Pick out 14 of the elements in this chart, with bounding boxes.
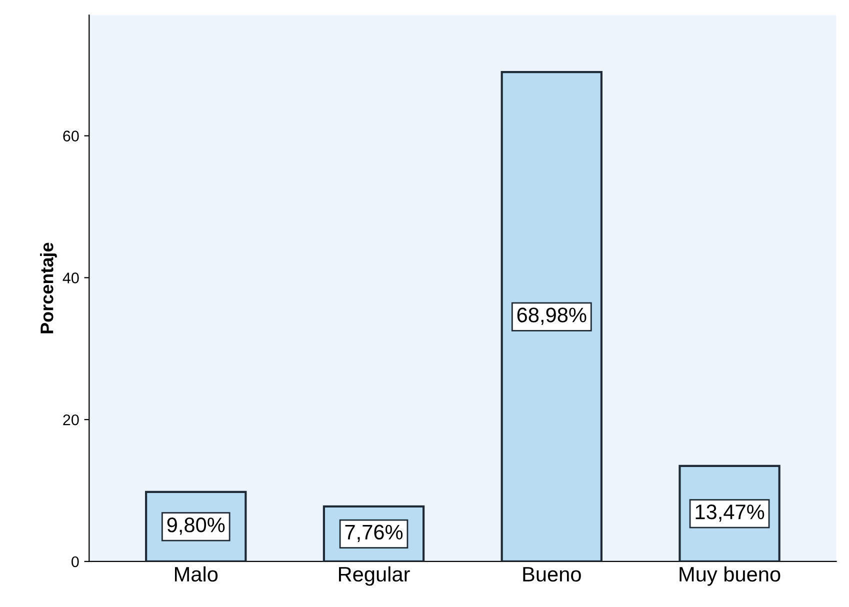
bar <box>500 71 602 562</box>
data-label: 7,76% <box>345 524 403 542</box>
x-tick-label: Muy bueno <box>680 566 780 586</box>
data-label: 9,80% <box>167 518 225 535</box>
y-tick-label: 0 <box>72 556 79 568</box>
y-tick-label: 60 <box>63 130 79 142</box>
data-label: 68,98% <box>517 308 586 325</box>
y-tick-label: 20 <box>63 414 79 426</box>
x-tick-label: Bueno <box>523 567 581 582</box>
x-tick-label: Malo <box>175 566 218 582</box>
data-label: 13,47% <box>696 504 764 522</box>
y-axis-title: Porcentaje <box>40 242 57 334</box>
x-tick-label: Regular <box>338 566 410 586</box>
y-tick-label: 40 <box>62 272 79 284</box>
